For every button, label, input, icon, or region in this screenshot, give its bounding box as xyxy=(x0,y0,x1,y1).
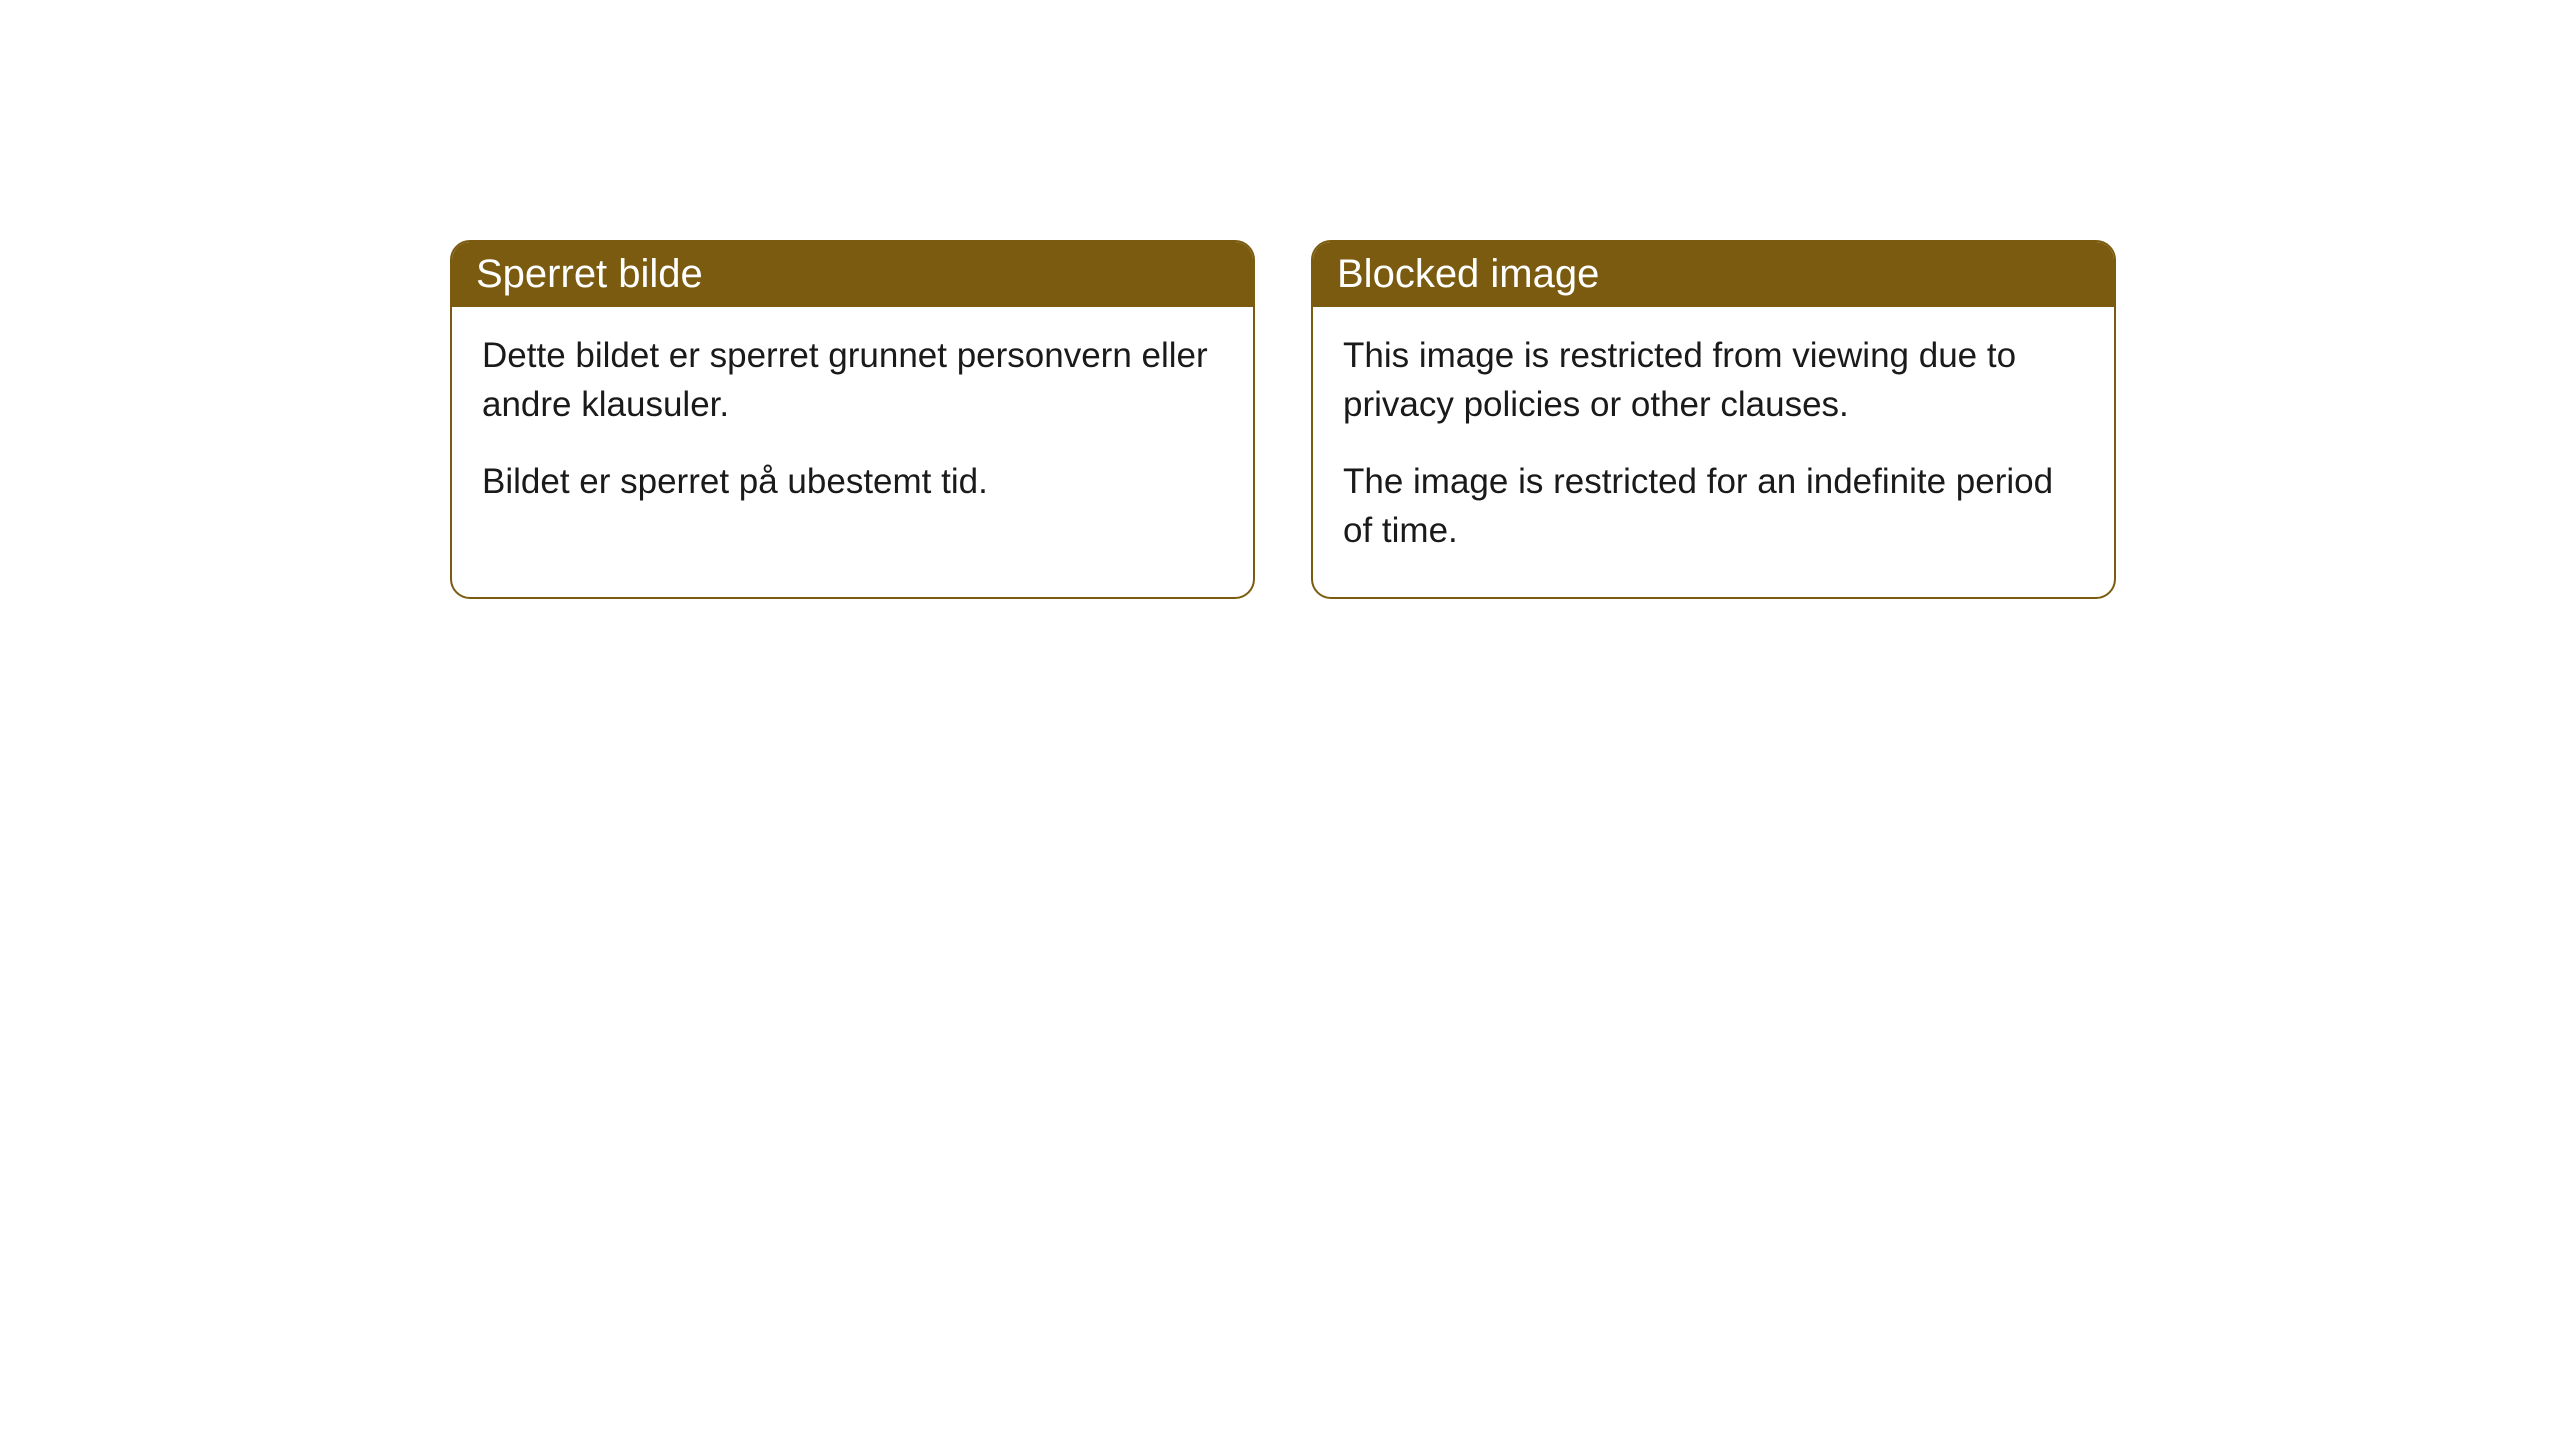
card-header-english: Blocked image xyxy=(1313,242,2114,307)
card-paragraph-1: Dette bildet er sperret grunnet personve… xyxy=(482,331,1223,429)
card-paragraph-2: Bildet er sperret på ubestemt tid. xyxy=(482,457,1223,506)
card-title: Sperret bilde xyxy=(476,252,703,296)
card-paragraph-1: This image is restricted from viewing du… xyxy=(1343,331,2084,429)
card-header-norwegian: Sperret bilde xyxy=(452,242,1253,307)
notice-container: Sperret bilde Dette bildet er sperret gr… xyxy=(0,0,2560,599)
card-title: Blocked image xyxy=(1337,252,1599,296)
card-paragraph-2: The image is restricted for an indefinit… xyxy=(1343,457,2084,555)
blocked-image-card-norwegian: Sperret bilde Dette bildet er sperret gr… xyxy=(450,240,1255,599)
blocked-image-card-english: Blocked image This image is restricted f… xyxy=(1311,240,2116,599)
card-body-english: This image is restricted from viewing du… xyxy=(1313,307,2114,597)
card-body-norwegian: Dette bildet er sperret grunnet personve… xyxy=(452,307,1253,548)
